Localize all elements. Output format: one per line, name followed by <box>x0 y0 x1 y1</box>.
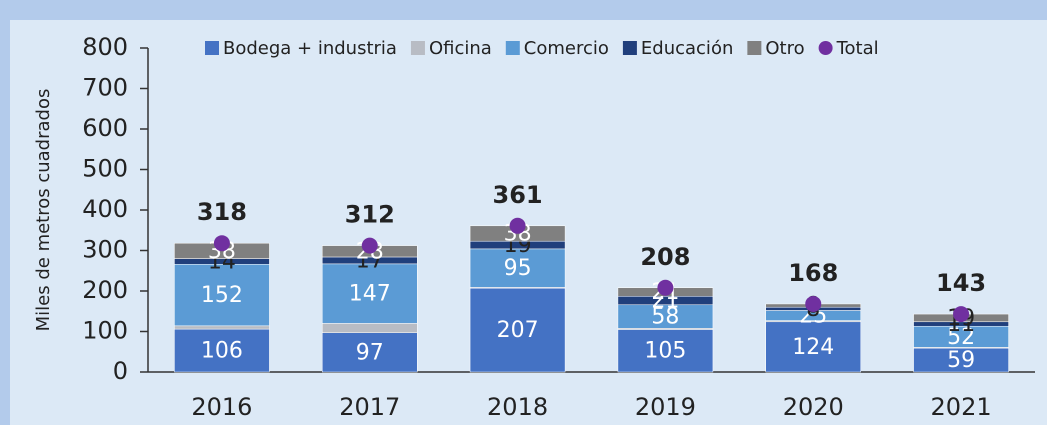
y-tick-label: 200 <box>82 276 128 304</box>
bar-segment <box>174 264 270 327</box>
legend-label: Comercio <box>524 38 609 59</box>
bar-segment <box>174 325 270 330</box>
y-tick-label: 800 <box>82 33 128 61</box>
data-label: 152 <box>201 283 243 308</box>
x-tick-label: 2019 <box>635 393 696 421</box>
x-tick-label: 2016 <box>191 393 252 421</box>
legend-marker <box>205 41 219 55</box>
bar-segment <box>469 248 566 288</box>
bar-segment <box>322 332 418 373</box>
x-tick-label: 2020 <box>783 393 844 421</box>
data-label: 147 <box>349 282 391 307</box>
data-label: 95 <box>504 256 532 281</box>
legend-marker <box>818 41 833 55</box>
bar-segment <box>322 263 418 324</box>
legend-marker <box>747 41 762 55</box>
bar-segment <box>617 329 714 373</box>
legend-label: Total <box>836 38 879 59</box>
y-tick-label: 700 <box>82 74 128 102</box>
legend-marker <box>410 41 425 55</box>
x-tick-label: 2017 <box>339 393 400 421</box>
legend-marker <box>505 41 520 55</box>
total-label: 318 <box>197 198 247 226</box>
total-label: 312 <box>345 201 395 229</box>
y-tick-label: 0 <box>113 357 128 385</box>
y-tick-label: 100 <box>82 317 128 345</box>
data-label: 59 <box>947 348 975 373</box>
legend-label: Otro <box>765 38 804 59</box>
bar-segment <box>765 321 861 373</box>
bar-segment <box>174 328 270 373</box>
y-tick-label: 600 <box>82 114 128 142</box>
legend-marker <box>622 41 637 55</box>
total-label: 208 <box>640 243 690 271</box>
data-label: 124 <box>792 335 834 360</box>
total-label: 143 <box>936 269 986 297</box>
total-marker <box>509 217 526 234</box>
data-label: 207 <box>497 318 539 343</box>
legend-label: Oficina <box>429 38 492 59</box>
y-tick-label: 300 <box>82 236 128 264</box>
y-tick-label: 400 <box>82 195 128 223</box>
total-label: 361 <box>493 181 543 209</box>
bar-segment <box>322 323 418 333</box>
data-label: 97 <box>356 340 384 365</box>
data-label: 52 <box>947 325 975 350</box>
data-label: 106 <box>201 339 243 364</box>
legend-label: Educación <box>641 38 733 59</box>
total-marker <box>805 295 822 312</box>
total-marker <box>953 306 970 323</box>
data-label: 105 <box>644 339 686 364</box>
y-axis-label: Miles de metros cuadrados <box>33 89 54 332</box>
total-marker <box>657 279 674 296</box>
total-marker <box>213 235 230 252</box>
y-tick-label: 500 <box>82 155 128 183</box>
bar-segment <box>469 287 566 373</box>
data-label: 58 <box>651 305 679 330</box>
total-marker <box>361 237 378 254</box>
x-tick-label: 2021 <box>931 393 992 421</box>
legend-label: Bodega + industria <box>223 38 397 59</box>
x-tick-label: 2018 <box>487 393 548 421</box>
total-label: 168 <box>788 259 838 287</box>
